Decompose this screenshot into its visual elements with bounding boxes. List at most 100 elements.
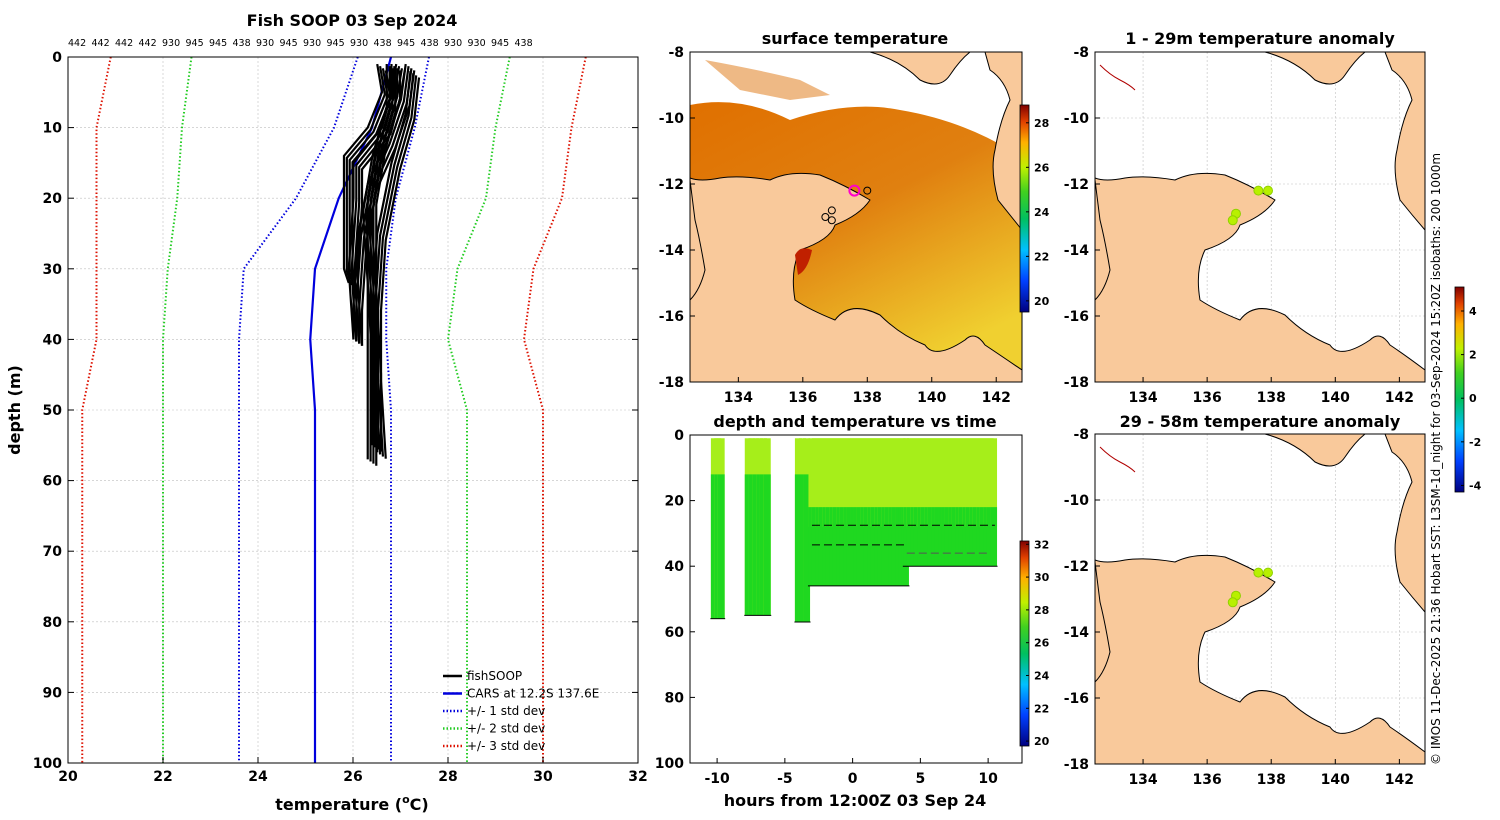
- top-label: 945: [280, 38, 298, 49]
- timeseries-xlabel: hours from 12:00Z 03 Sep 24: [724, 791, 986, 810]
- top-labels: 442 442 442 442 930 945 945 438 930 945 930 945 930 4…: [68, 38, 533, 49]
- profile-title: Fish SOOP 03 Sep 2024: [247, 11, 458, 30]
- top-label: 945: [209, 38, 227, 49]
- anomaly1-points: [1227, 185, 1274, 226]
- x-tick-label: 136: [1193, 772, 1222, 788]
- y-tick-label: -8: [1073, 45, 1089, 61]
- top-label: 930: [303, 38, 321, 49]
- timeseries-panel: depth and temperature vs time -10 -5 0 5 100…: [655, 412, 1050, 810]
- colorbar-tick-label: 20: [1034, 735, 1050, 748]
- profile-legend: fishSOOP CARS at 12.2S 137.6E +/- 1 std de…: [443, 669, 599, 753]
- y-tick-label: -16: [659, 309, 684, 325]
- fish-profile-line: [367, 68, 394, 450]
- anomaly-colorbar: [1454, 286, 1465, 493]
- x-tick-label: 30: [533, 769, 553, 785]
- y-tick-label: 20: [665, 494, 685, 510]
- fish-profile-line: [345, 65, 386, 286]
- y-tick-label: -12: [1064, 177, 1089, 193]
- station-marker: [863, 186, 872, 195]
- colorbar-tick-label: 20: [1034, 295, 1050, 308]
- sst-scatter-cells: [705, 60, 830, 100]
- colorbar-tick-label: 24: [1034, 669, 1050, 682]
- land-west: [1095, 561, 1111, 683]
- y-tick-label: 0: [674, 428, 684, 444]
- anomaly-point: [1263, 567, 1274, 578]
- colorbar-tick-label: 30: [1034, 571, 1050, 584]
- anomaly1-axes-frame: [1094, 51, 1426, 383]
- land-north: [1264, 52, 1366, 85]
- x-tick-label: 142: [982, 390, 1011, 406]
- sst-colorbar: [1019, 104, 1030, 313]
- station-marker: [827, 206, 836, 215]
- land-cape-york: [1384, 52, 1425, 231]
- series-line--1-std: [385, 56, 430, 763]
- y-tick-label: 100: [33, 756, 62, 772]
- y-tick-label: -18: [1064, 757, 1089, 773]
- colorbar-tick-label: -4: [1469, 479, 1482, 492]
- anomaly-point: [1263, 185, 1274, 196]
- y-tick-label: -18: [1064, 375, 1089, 391]
- top-label: 438: [233, 38, 251, 49]
- station-marker: [827, 216, 836, 225]
- x-tick-label: 24: [248, 769, 268, 785]
- sst-ticks: 134 136 138 140 142 -8 -10 -12 -14 -16 -18: [659, 45, 1011, 406]
- x-tick-label: 20: [58, 769, 78, 785]
- x-tick-label: 140: [1321, 772, 1350, 788]
- profile-panel: Fish SOOP 03 Sep 2024 442 442 442 442 930 945…: [5, 11, 648, 814]
- imos-credit-text: © IMOS 11-Dec-2025 21:36 Hobart SST: L3S…: [1429, 153, 1443, 765]
- x-tick-label: 138: [853, 390, 882, 406]
- series-line--1-std: [238, 56, 359, 763]
- colorbar-tick-label: 26: [1034, 637, 1050, 650]
- anomaly2-map: [1095, 434, 1425, 764]
- y-tick-label: 60: [43, 474, 63, 490]
- anomaly1-title: 1 - 29m temperature anomaly: [1125, 29, 1395, 48]
- profile-xlabel: temperature (oC): [275, 793, 428, 814]
- timeseries-title: depth and temperature vs time: [713, 412, 996, 431]
- sst-stations: [821, 184, 872, 225]
- sst-colorbar-ticks: 20 22 24 26 28: [1026, 117, 1050, 308]
- x-tick-label: 28: [438, 769, 457, 785]
- y-tick-label: -12: [659, 177, 684, 193]
- y-tick-label: -14: [1064, 243, 1090, 259]
- y-tick-label: 50: [43, 403, 63, 419]
- colorbar-tick-label: 2: [1469, 349, 1477, 362]
- x-tick-label: 5: [915, 771, 925, 787]
- top-label: 930: [468, 38, 486, 49]
- isobath-line: [1099, 64, 1136, 91]
- y-tick-label: -10: [1064, 493, 1090, 509]
- y-tick-label: -10: [659, 111, 685, 127]
- top-label: 442: [92, 38, 110, 49]
- y-tick-label: -16: [1064, 691, 1089, 707]
- top-label: 930: [162, 38, 180, 49]
- x-tick-label: 22: [153, 769, 172, 785]
- top-label: 438: [515, 38, 533, 49]
- sst-map: [690, 52, 1022, 382]
- x-tick-label: -10: [704, 771, 730, 787]
- fish-profile-line: [370, 70, 397, 452]
- colorbar-tick-label: 32: [1034, 538, 1049, 551]
- station-marker: [821, 213, 830, 221]
- anomaly2-title: 29 - 58m temperature anomaly: [1120, 412, 1401, 431]
- anomaly2-axes-frame: [1094, 433, 1426, 765]
- colorbar-tick-label: 4: [1469, 305, 1477, 318]
- x-tick-label: 134: [1128, 390, 1157, 406]
- x-tick-label: 134: [1128, 772, 1157, 788]
- timeseries-data: [710, 438, 998, 623]
- x-tick-label: 142: [1385, 772, 1414, 788]
- anomaly1-map: [1095, 52, 1425, 382]
- x-tick-label: 138: [1257, 772, 1286, 788]
- legend-label: fishSOOP: [467, 669, 522, 683]
- anomaly2-ticks: 134 136 138 140 142 -8 -10 -12 -14 -16 -18: [1064, 427, 1414, 788]
- colorbar-tick-label: -2: [1469, 436, 1481, 449]
- colorbar-tick-label: 24: [1034, 206, 1050, 219]
- land-arnhem-carpentaria: [1095, 172, 1425, 382]
- legend-label: +/- 3 std dev: [467, 739, 545, 753]
- y-tick-label: 70: [43, 544, 63, 560]
- y-tick-label: -8: [668, 45, 684, 61]
- top-label: 930: [350, 38, 368, 49]
- timeseries-colorbar-ticks: 20 22 24 26 28 30 32: [1026, 538, 1050, 748]
- y-tick-label: 60: [665, 625, 685, 641]
- top-label: 945: [327, 38, 345, 49]
- series-line--2-std: [446, 56, 511, 763]
